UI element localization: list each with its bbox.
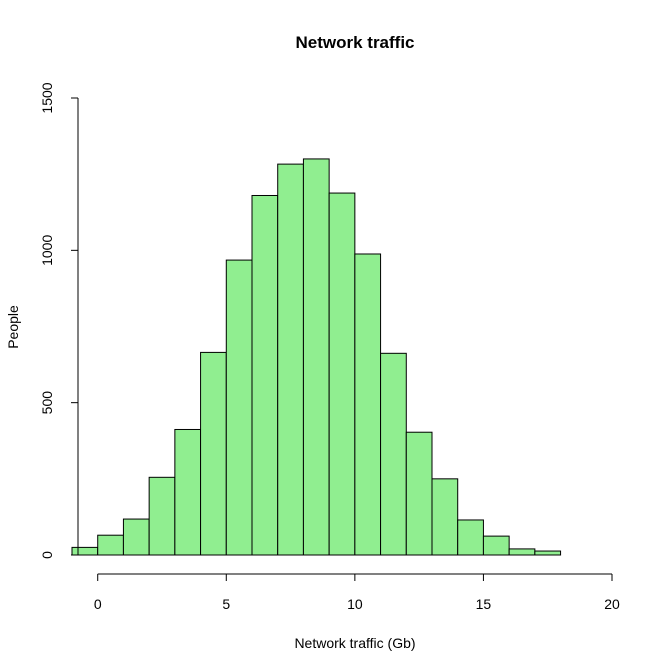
- y-tick-label: 500: [39, 391, 55, 415]
- x-tick-label: 10: [347, 596, 363, 612]
- x-tick-label: 20: [604, 596, 620, 612]
- histogram-bar-7: [251, 194, 279, 556]
- histogram-bar-3: [148, 476, 176, 556]
- histogram-bar-13: [405, 431, 433, 556]
- histogram-bar-9: [302, 158, 330, 556]
- x-tick-label: 15: [476, 596, 492, 612]
- x-tick-label: 0: [94, 596, 102, 612]
- histogram-bar-11: [354, 253, 382, 556]
- histogram-bar-8: [277, 163, 304, 556]
- histogram-bar-0: [71, 546, 99, 556]
- chart-title: Network traffic: [295, 33, 414, 52]
- histogram-bar-10: [328, 192, 356, 556]
- histogram-bar-15: [457, 519, 484, 556]
- y-tick-label: 1000: [39, 235, 55, 266]
- histogram-bar-17: [508, 548, 536, 556]
- x-axis-label: Network traffic (Gb): [294, 635, 415, 651]
- x-tick-label: 5: [222, 596, 230, 612]
- x-axis: 0 5 10 15 20: [94, 573, 620, 612]
- histogram-bar-6: [225, 259, 253, 556]
- histogram-bar-4: [174, 428, 202, 556]
- histogram-bar-1: [97, 534, 124, 556]
- histogram-bar-5: [200, 351, 227, 556]
- histogram-bar-2: [122, 518, 150, 556]
- y-tick-label: 1500: [39, 82, 55, 113]
- histogram-bar-16: [482, 535, 510, 556]
- histogram-bar-14: [431, 478, 459, 556]
- histogram-bar-12: [380, 352, 407, 556]
- bars-group: [71, 158, 562, 556]
- histogram-bar-18: [534, 550, 562, 556]
- y-tick-label: 0: [39, 551, 55, 559]
- y-axis-label: People: [5, 305, 21, 349]
- y-axis: 0 500 1000 1500: [39, 82, 79, 559]
